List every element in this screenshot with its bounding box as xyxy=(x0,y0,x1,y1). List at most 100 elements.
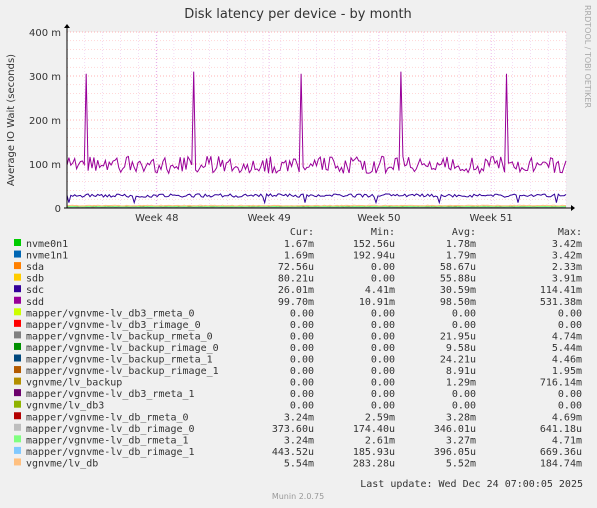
series-line xyxy=(66,71,567,175)
legend-value-avg: 346.01u xyxy=(434,424,476,435)
legend-value-max: 3.42m xyxy=(552,239,582,250)
legend-value-min: 0.00 xyxy=(371,262,395,273)
legend-value-cur: 1.67m xyxy=(284,239,314,250)
legend-value-max: 4.74m xyxy=(552,331,582,342)
legend-value-avg: 58.67u xyxy=(440,262,476,273)
legend-value-max: 0.00 xyxy=(558,320,582,331)
legend-value-cur: 443.52u xyxy=(272,447,314,458)
legend-value-max: 3.91m xyxy=(552,274,582,285)
legend-swatch xyxy=(14,366,21,374)
legend-series-name: vgnvme/lv_db3 xyxy=(26,401,104,412)
y-tick-label: 400 m xyxy=(29,28,61,39)
legend-series-name: sdd xyxy=(26,297,44,308)
legend-value-cur: 0.00 xyxy=(290,355,314,366)
legend-series-name: mapper/vgnvme-lv_backup_rmeta_0 xyxy=(26,331,213,342)
legend-value-min: 0.00 xyxy=(371,366,395,377)
legend-series-name: mapper/vgnvme-lv_db_rmeta_1 xyxy=(26,435,189,446)
chart-title: Disk latency per device - by month xyxy=(184,7,412,22)
legend-value-avg: 3.27m xyxy=(446,435,476,446)
legend-value-max: 669.36u xyxy=(540,447,582,458)
legend-value-max: 4.46m xyxy=(552,355,582,366)
legend-series-name: nvme1n1 xyxy=(26,251,68,262)
x-tick-label: Week 50 xyxy=(357,213,400,224)
legend-swatch xyxy=(14,377,21,385)
legend-value-cur: 0.00 xyxy=(290,378,314,389)
legend-swatch xyxy=(14,446,21,454)
series-line xyxy=(66,205,567,208)
legend-series-name: vgnvme/lv_backup xyxy=(26,378,122,389)
x-axis-arrow xyxy=(571,205,575,211)
legend-value-min: 0.00 xyxy=(371,378,395,389)
legend-value-min: 0.00 xyxy=(371,308,395,319)
legend-value-cur: 5.54m xyxy=(284,458,314,469)
legend-value-min: 152.56u xyxy=(353,239,395,250)
legend-value-max: 114.41m xyxy=(540,285,582,296)
legend-value-max: 641.18u xyxy=(540,424,582,435)
legend-value-cur: 0.00 xyxy=(290,366,314,377)
legend-value-max: 0.00 xyxy=(558,389,582,400)
legend-value-cur: 3.24m xyxy=(284,435,314,446)
legend-column-header: Max: xyxy=(558,227,582,238)
legend-swatch xyxy=(14,412,21,420)
legend-value-max: 1.95m xyxy=(552,366,582,377)
x-tick-label: Week 49 xyxy=(247,213,290,224)
legend-value-min: 0.00 xyxy=(371,331,395,342)
legend-value-avg: 1.29m xyxy=(446,378,476,389)
legend-value-avg: 30.59m xyxy=(440,285,476,296)
legend-swatch xyxy=(14,389,21,397)
legend-swatch xyxy=(14,250,21,258)
legend-value-max: 4.71m xyxy=(552,435,582,446)
legend-swatch xyxy=(14,423,21,431)
legend-value-cur: 0.00 xyxy=(290,308,314,319)
legend-column-header: Avg: xyxy=(452,227,476,238)
y-tick-label: 200 m xyxy=(29,116,61,127)
legend-value-min: 0.00 xyxy=(371,401,395,412)
legend-value-min: 174.40u xyxy=(353,424,395,435)
legend-value-avg: 0.00 xyxy=(452,401,476,412)
legend-series-name: nvme0n1 xyxy=(26,239,68,250)
legend-series-name: mapper/vgnvme-lv_db_rmeta_0 xyxy=(26,412,189,423)
legend-swatch xyxy=(14,458,21,466)
y-tick-label: 300 m xyxy=(29,72,61,83)
legend-swatch xyxy=(14,285,21,293)
series-line xyxy=(66,204,566,207)
legend-series-name: mapper/vgnvme-lv_backup_rimage_0 xyxy=(26,343,219,354)
legend-series-name: vgnvme/lv_db xyxy=(26,458,98,469)
legend-value-avg: 0.00 xyxy=(452,389,476,400)
legend-swatch xyxy=(14,319,21,327)
legend-column-header: Min: xyxy=(371,227,395,238)
legend-value-cur: 373.60u xyxy=(272,424,314,435)
legend-value-avg: 3.28m xyxy=(446,412,476,423)
legend-series-name: mapper/vgnvme-lv_db_rimage_1 xyxy=(26,447,195,458)
legend-value-avg: 8.91u xyxy=(446,366,476,377)
legend-value-min: 0.00 xyxy=(371,274,395,285)
legend-column-header: Cur: xyxy=(290,227,314,238)
legend-value-max: 5.44m xyxy=(552,343,582,354)
legend-swatch xyxy=(14,354,21,362)
legend-series-name: sdc xyxy=(26,285,44,296)
legend-value-cur: 0.00 xyxy=(290,389,314,400)
legend-swatch xyxy=(14,296,21,304)
y-axis-label: Average IO Wait (seconds) xyxy=(6,54,17,186)
legend-series-name: sda xyxy=(26,262,44,273)
y-tick-label: 0 xyxy=(55,204,61,215)
legend-value-min: 0.00 xyxy=(371,320,395,331)
legend-value-min: 2.61m xyxy=(365,435,395,446)
legend-value-min: 4.41m xyxy=(365,285,395,296)
x-tick-label: Week 48 xyxy=(135,213,178,224)
legend-value-min: 0.00 xyxy=(371,343,395,354)
legend-series-name: mapper/vgnvme-lv_db3_rmeta_1 xyxy=(26,389,195,400)
legend-series-name: mapper/vgnvme-lv_db3_rimage_0 xyxy=(26,320,201,331)
y-axis-arrow xyxy=(64,24,70,28)
legend-value-cur: 26.01m xyxy=(278,285,314,296)
legend-value-avg: 5.52m xyxy=(446,458,476,469)
legend-value-cur: 99.70m xyxy=(278,297,314,308)
x-tick-label: Week 51 xyxy=(469,213,512,224)
legend-value-avg: 1.78m xyxy=(446,239,476,250)
legend-value-avg: 0.00 xyxy=(452,308,476,319)
legend-value-min: 10.91m xyxy=(359,297,395,308)
legend-value-max: 531.38m xyxy=(540,297,582,308)
legend-value-avg: 55.88u xyxy=(440,274,476,285)
legend-swatch xyxy=(14,435,21,443)
